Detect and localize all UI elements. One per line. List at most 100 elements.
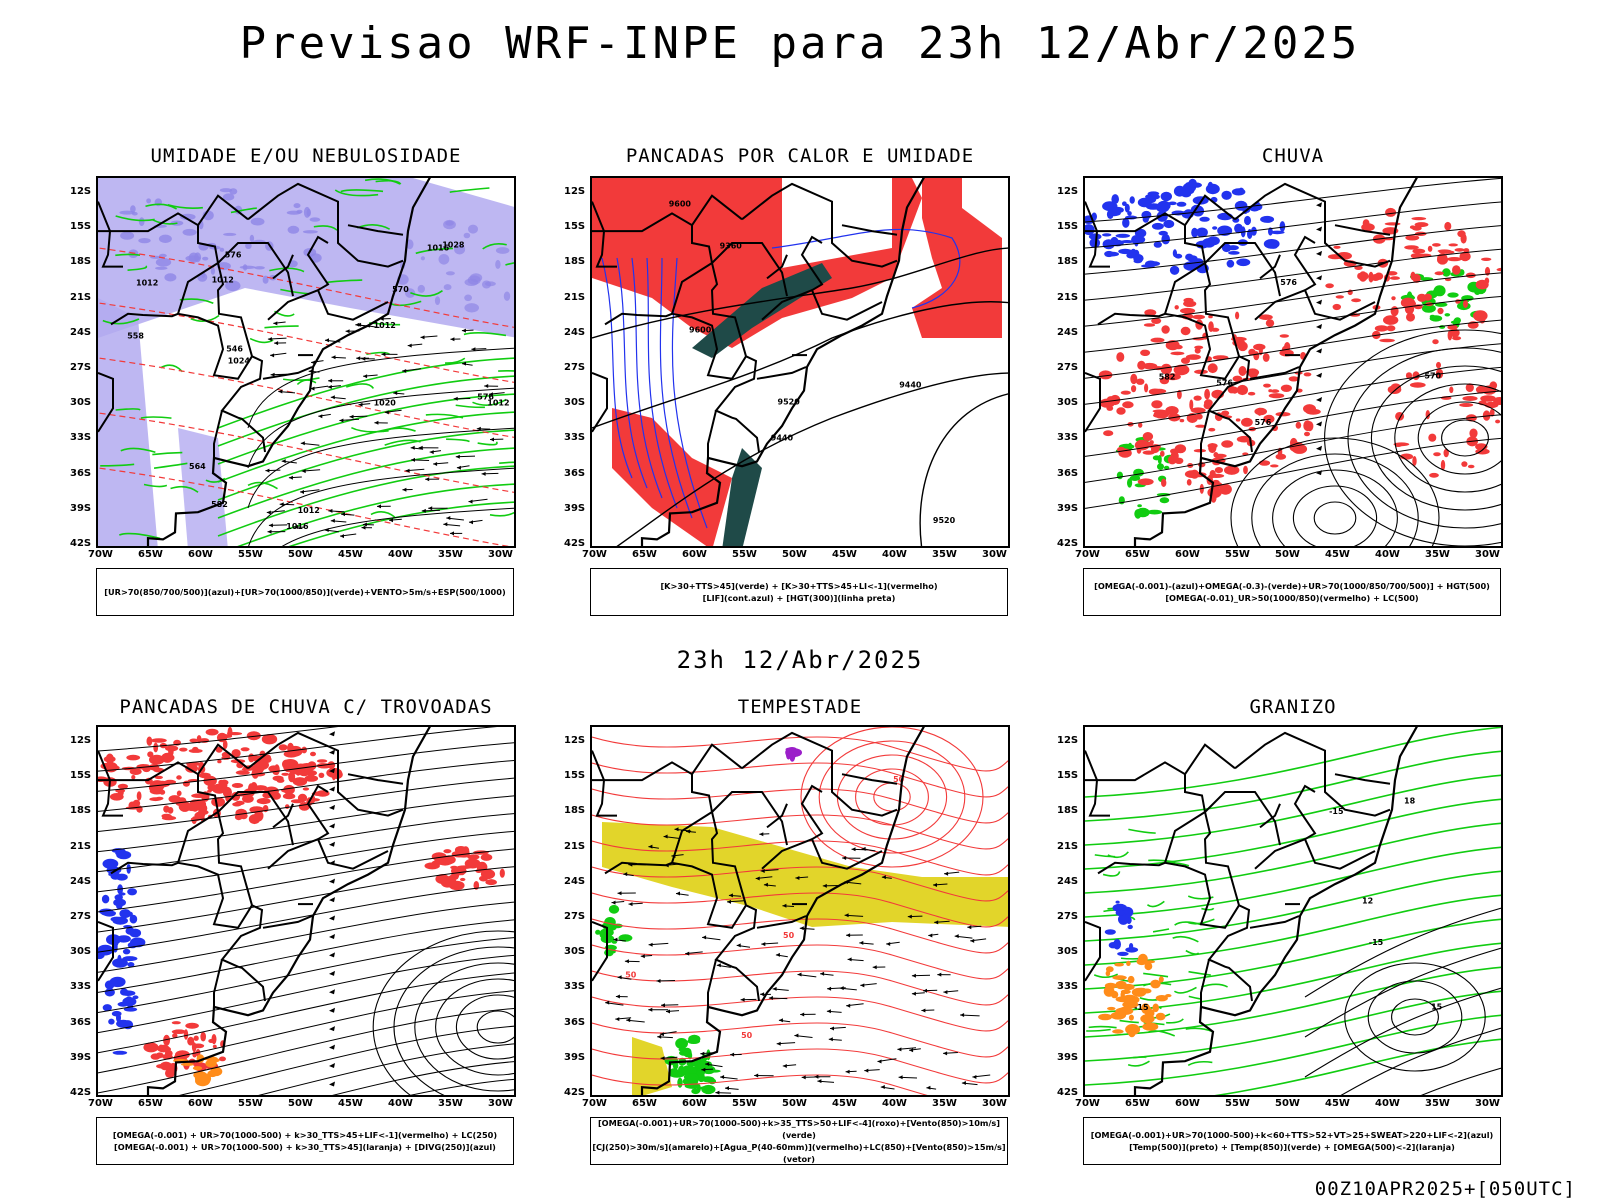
streamline	[409, 1078, 514, 1095]
wind-vector-head	[481, 471, 486, 476]
low-level-humidity-contour	[446, 438, 470, 443]
omega-blue-cell	[1212, 226, 1218, 230]
storm-red-cell	[154, 775, 163, 780]
storm-red-cell	[290, 799, 304, 804]
wind850-vector-head	[972, 1075, 977, 1079]
wind850-vector-head	[970, 938, 975, 943]
temp850-contour	[1172, 935, 1199, 943]
storm-red-cell	[499, 868, 505, 878]
contour-label: 576	[1280, 278, 1297, 287]
wind850-vector-head	[911, 991, 916, 996]
longitude-tick-label: 60W	[1175, 1098, 1200, 1109]
storm-red-cell	[176, 775, 182, 780]
coastline	[1133, 178, 1418, 546]
streamline	[98, 813, 514, 873]
temp850-contour	[1127, 1060, 1150, 1067]
omega-blue-cell	[1205, 183, 1220, 195]
wind850-vector-head	[960, 1013, 965, 1017]
omega500-orange-cell	[1103, 986, 1115, 997]
streamline	[98, 937, 514, 1013]
rain-red-cell	[1280, 384, 1292, 392]
political-border	[761, 288, 883, 321]
rain-red-cell	[1295, 421, 1302, 429]
contour-label: 9600	[689, 325, 712, 334]
latitude-tick-label: 24S	[1057, 875, 1079, 887]
latitude-tick-label: 15S	[564, 221, 586, 233]
storm-red-cell	[310, 751, 316, 757]
latitude-tick-label: 21S	[564, 291, 586, 303]
contour-label: 9440	[899, 380, 922, 389]
wind850-vector-head	[794, 1033, 799, 1038]
hail-blue-cell	[1125, 947, 1139, 953]
rain-red-cell	[1144, 383, 1149, 393]
wind850-vector-head	[897, 1047, 902, 1052]
divergence-blue-cell	[119, 909, 131, 919]
political-border	[604, 861, 673, 875]
omega500-orange-cell	[1098, 1013, 1113, 1021]
storm-red-cell	[288, 771, 296, 783]
omega-green-cell	[1157, 454, 1162, 465]
omega-blue-cell	[1169, 265, 1180, 275]
rain-red-cell	[1136, 378, 1145, 385]
storm-red-cell	[193, 1035, 199, 1041]
wind850-vector-head	[763, 882, 768, 887]
longitude-tick-label: 30W	[1475, 1098, 1500, 1109]
low-level-humidity-contour	[445, 357, 466, 364]
humidity-cell	[155, 257, 172, 267]
map-canvas: 50 50 50 50	[592, 727, 1008, 1095]
political-border	[766, 803, 788, 829]
streamline	[1085, 390, 1501, 457]
rain-red-cell	[1258, 345, 1263, 356]
longitude-tick-label: 30W	[982, 1098, 1007, 1109]
contour-label: 570	[1424, 372, 1441, 381]
longitude-tick-label: 50W	[782, 549, 807, 560]
wind850-vector-head	[795, 876, 800, 880]
storm-red-cell	[217, 759, 222, 764]
storm-red-cell	[117, 783, 128, 790]
wind-vector-head	[267, 529, 272, 534]
rain-red-cell	[1138, 422, 1143, 428]
wind-vector-head	[420, 335, 425, 340]
divergence-blue-cell	[129, 928, 142, 938]
contour-label: 50	[783, 931, 795, 940]
rain-red-cell	[1434, 271, 1444, 276]
political-border	[262, 366, 313, 380]
wind-vector-head	[349, 414, 354, 419]
storm-red-cell	[185, 1022, 199, 1029]
latitude-tick-label: 21S	[1057, 840, 1079, 852]
omega-green-cell	[1447, 292, 1459, 298]
low-level-humidity-contour	[499, 461, 514, 465]
rain-red-cell	[1432, 243, 1441, 247]
rain-red-cell	[1150, 445, 1160, 454]
wind850-vector-head	[846, 1003, 851, 1008]
legend-tempestade: [OMEGA(-0.001)+UR>70(1000-500)+k>35_TTS>…	[590, 1117, 1008, 1165]
storm-red-cell	[256, 798, 271, 805]
wind-vector-head	[469, 520, 473, 525]
rain-red-cell	[1181, 357, 1190, 364]
temp500-contour	[1304, 987, 1501, 1078]
political-border	[841, 773, 898, 785]
temp500-contour	[1420, 1067, 1501, 1095]
storm-red-cell	[179, 747, 188, 752]
omega-blue-cell	[1196, 227, 1208, 238]
omega-blue-cell	[1269, 230, 1285, 235]
map-canvas: 1012 101210121012101610161020102410281012…	[98, 178, 514, 546]
wind850-vector-head	[760, 992, 765, 997]
political-border	[671, 262, 713, 315]
wind-vector-head	[300, 490, 304, 494]
streamline-arrow	[329, 1026, 335, 1032]
storm-red-cell	[207, 789, 212, 793]
storm-red-cell	[196, 735, 202, 744]
streamline-arrow	[1316, 323, 1322, 329]
longitude-tick-label: 50W	[1275, 549, 1300, 560]
rain-red-cell	[1436, 361, 1441, 369]
rain-red-cell	[1241, 417, 1253, 427]
rain-red-cell	[1130, 373, 1138, 385]
humidity-cell	[445, 271, 455, 276]
humidity-cell	[464, 303, 480, 313]
rain-red-cell	[1440, 459, 1446, 471]
wind-vector-head	[328, 508, 333, 513]
rain-red-cell	[1361, 272, 1369, 280]
divergence-blue-cell	[117, 1001, 129, 1007]
low-level-humidity-contour	[449, 187, 490, 193]
